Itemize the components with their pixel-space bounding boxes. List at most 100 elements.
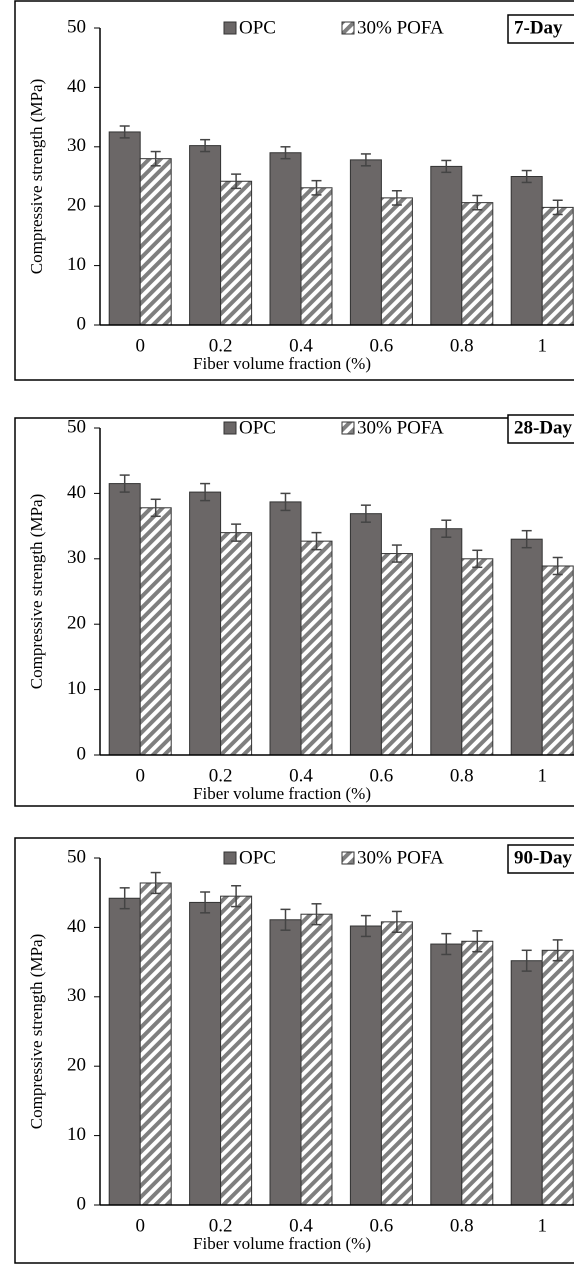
y-tick-label: 50 [67,16,86,37]
bar [300,913,333,1206]
error-bar [391,190,402,206]
error-bar [360,504,371,523]
bar [139,507,172,756]
error-bar [391,910,402,934]
error-bar [552,556,563,576]
x-tick-label: 0.4 [289,1215,313,1236]
x-axis-label: Fiber volume fraction (%) [193,784,371,803]
error-bar [200,138,211,153]
error-bar [441,932,452,956]
error-bar [441,519,452,538]
y-tick-label: 0 [77,743,87,764]
error-bar [280,908,291,931]
y-tick-label: 20 [67,613,86,634]
bar [349,513,382,756]
bar [220,180,253,326]
y-axis-label: Compressive strength (MPa) [27,79,46,274]
y-tick-label: 30 [67,547,86,568]
bar [380,921,413,1206]
bar [220,895,253,1206]
error-bar [360,153,371,167]
y-tick-label: 30 [67,985,86,1006]
y-tick-label: 0 [77,313,87,334]
error-bar [552,939,563,962]
bar [430,528,463,756]
x-tick-label: 0 [135,1215,145,1236]
x-tick-label: 0.6 [370,1215,394,1236]
y-tick-label: 20 [67,1055,86,1076]
bar [541,565,574,756]
bar [189,145,222,326]
bar [380,197,413,326]
error-bar [521,949,532,972]
annotation-box [507,14,574,44]
x-tick-label: 0.6 [370,765,394,786]
bar [108,897,141,1206]
legend-label: 30% POFA [357,417,444,438]
y-axis-label: Compressive strength (MPa) [27,934,46,1129]
bar [220,532,253,756]
annotation-box [507,414,574,444]
error-bar [441,159,452,174]
legend-swatch [341,851,355,865]
error-bar [472,194,483,211]
error-bar [521,169,532,184]
error-bar [200,891,211,914]
x-tick-label: 1 [537,335,547,356]
x-tick-label: 0.4 [289,765,313,786]
legend-label: OPC [239,847,276,868]
legend-swatch [341,21,355,35]
y-tick-label: 50 [67,846,86,867]
y-axis-label: Compressive strength (MPa) [27,494,46,689]
error-bar [200,482,211,502]
error-bar [391,544,402,563]
bar [430,943,463,1206]
bar [349,159,382,326]
y-tick-label: 20 [67,195,86,216]
y-tick-label: 10 [67,1124,86,1145]
y-tick-label: 0 [77,1193,87,1214]
x-axis-label: Fiber volume fraction (%) [193,1234,371,1253]
panel-border [14,417,574,807]
error-bar [472,930,483,953]
error-bar [360,914,371,938]
bar [541,949,574,1206]
bar [461,202,494,326]
x-tick-label: 0.6 [370,335,394,356]
error-bar [521,529,532,549]
error-bar [150,498,161,518]
bar [300,540,333,756]
x-tick-label: 1 [537,1215,547,1236]
x-tick-label: 0 [135,765,145,786]
legend-swatch [341,421,355,435]
error-bar [472,549,483,569]
error-bar [552,199,563,216]
bar [300,187,333,326]
bar [108,131,141,326]
legend-swatch [223,851,237,865]
error-bar [231,523,242,542]
annotation-box [507,844,574,874]
bar [430,165,463,326]
annotation: 7-Day [514,17,563,38]
bar [541,206,574,326]
bar [269,919,302,1206]
bar [510,176,543,326]
x-tick-label: 0.2 [209,765,233,786]
legend-label: OPC [239,417,276,438]
y-tick-label: 40 [67,76,86,97]
y-tick-label: 10 [67,254,86,275]
bar [510,538,543,756]
error-bar [150,871,161,895]
error-bar [311,903,322,926]
x-tick-label: 0 [135,335,145,356]
x-tick-label: 1 [537,765,547,786]
legend-swatch [223,21,237,35]
bar [139,158,172,326]
x-tick-label: 0.8 [450,335,474,356]
bar [139,882,172,1206]
x-tick-label: 0.4 [289,335,313,356]
error-bar [231,173,242,190]
x-axis-label: Fiber volume fraction (%) [193,354,371,373]
x-tick-label: 0.8 [450,1215,474,1236]
